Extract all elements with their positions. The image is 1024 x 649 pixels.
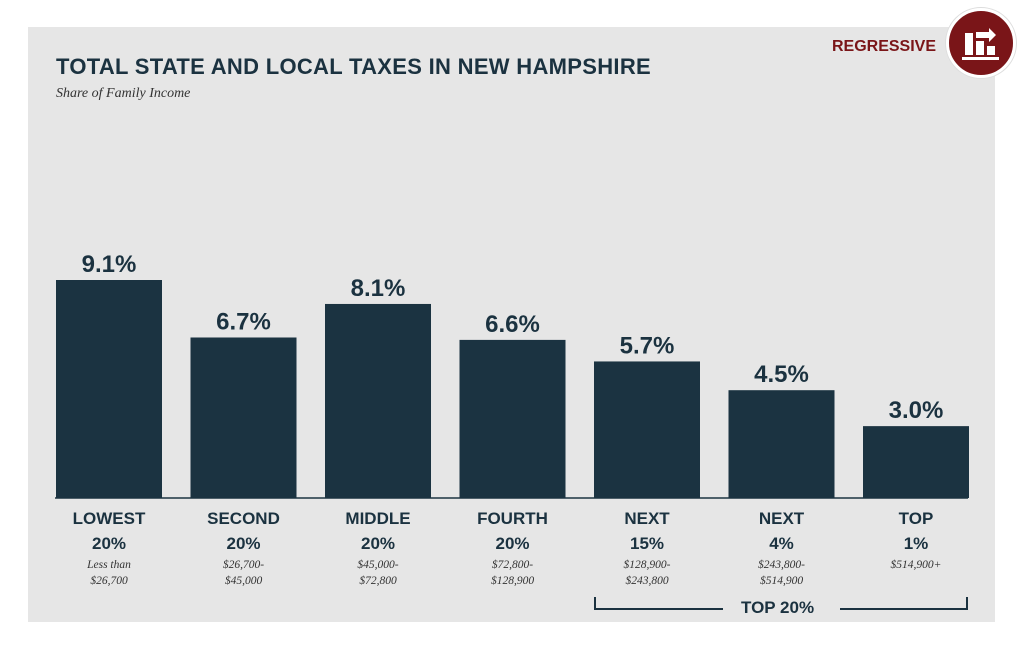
income-range-5: $128,900-	[624, 558, 671, 571]
value-label-6: 4.5%	[754, 361, 809, 388]
income-range-end-3: $72,800	[359, 574, 397, 587]
category-share-7: 1%	[904, 534, 929, 553]
category-label-5: NEXT	[624, 509, 670, 528]
chart-title: TOTAL STATE AND LOCAL TAXES IN NEW HAMPS…	[56, 54, 651, 79]
category-label-2: SECOND	[207, 509, 280, 528]
category-label-6: NEXT	[759, 509, 805, 528]
top20-label: TOP 20%	[741, 598, 815, 617]
regressive-bars-icon	[962, 28, 999, 60]
bar-7	[863, 426, 969, 498]
labels-group: 9.1% LOWEST 20% Less than $26,700 6.7% SECOND 2…	[73, 251, 944, 587]
bars-group	[56, 280, 969, 498]
bar-5	[594, 361, 700, 498]
bar-3	[325, 303, 431, 498]
bar-1	[56, 280, 162, 498]
income-range-1: Less than	[86, 559, 131, 571]
category-share-4: 20%	[495, 534, 529, 553]
regressive-badge	[946, 8, 1016, 78]
value-label-7: 3.0%	[889, 397, 944, 424]
chart-panel	[28, 27, 995, 622]
value-label-5: 5.7%	[620, 332, 675, 359]
income-range-end-2: $45,000	[225, 574, 263, 587]
regressive-label: REGRESSIVE	[831, 38, 936, 55]
category-share-1: 20%	[92, 534, 126, 553]
income-range-2: $26,700-	[223, 558, 264, 571]
bar-2	[190, 337, 297, 498]
category-label-4: FOURTH	[477, 509, 548, 528]
top20-bracket	[594, 597, 968, 610]
value-label-1: 9.1%	[82, 251, 137, 278]
income-range-6: $243,800-	[758, 558, 805, 571]
category-label-3: MIDDLE	[345, 509, 410, 528]
bar-4	[459, 339, 566, 498]
category-label-7: TOP	[899, 509, 934, 528]
value-label-2: 6.7%	[216, 308, 271, 335]
value-label-3: 8.1%	[351, 275, 406, 302]
income-range-end-4: $128,900	[491, 574, 534, 587]
income-range-4: $72,800-	[492, 558, 533, 571]
bar-6	[728, 390, 835, 498]
income-range-end-6: $514,900	[760, 574, 803, 587]
category-label-1: LOWEST	[73, 509, 146, 528]
income-range-7: $514,900+	[891, 558, 942, 571]
category-share-2: 20%	[226, 534, 260, 553]
income-range-end-5: $243,800	[625, 574, 668, 587]
value-label-4: 6.6%	[485, 311, 540, 338]
chart-subtitle: Share of Family Income	[56, 86, 191, 101]
category-share-3: 20%	[361, 534, 395, 553]
category-share-6: 4%	[769, 534, 794, 553]
income-range-end-1: $26,700	[90, 574, 128, 587]
income-range-3: $45,000-	[357, 558, 398, 571]
category-share-5: 15%	[630, 534, 664, 553]
